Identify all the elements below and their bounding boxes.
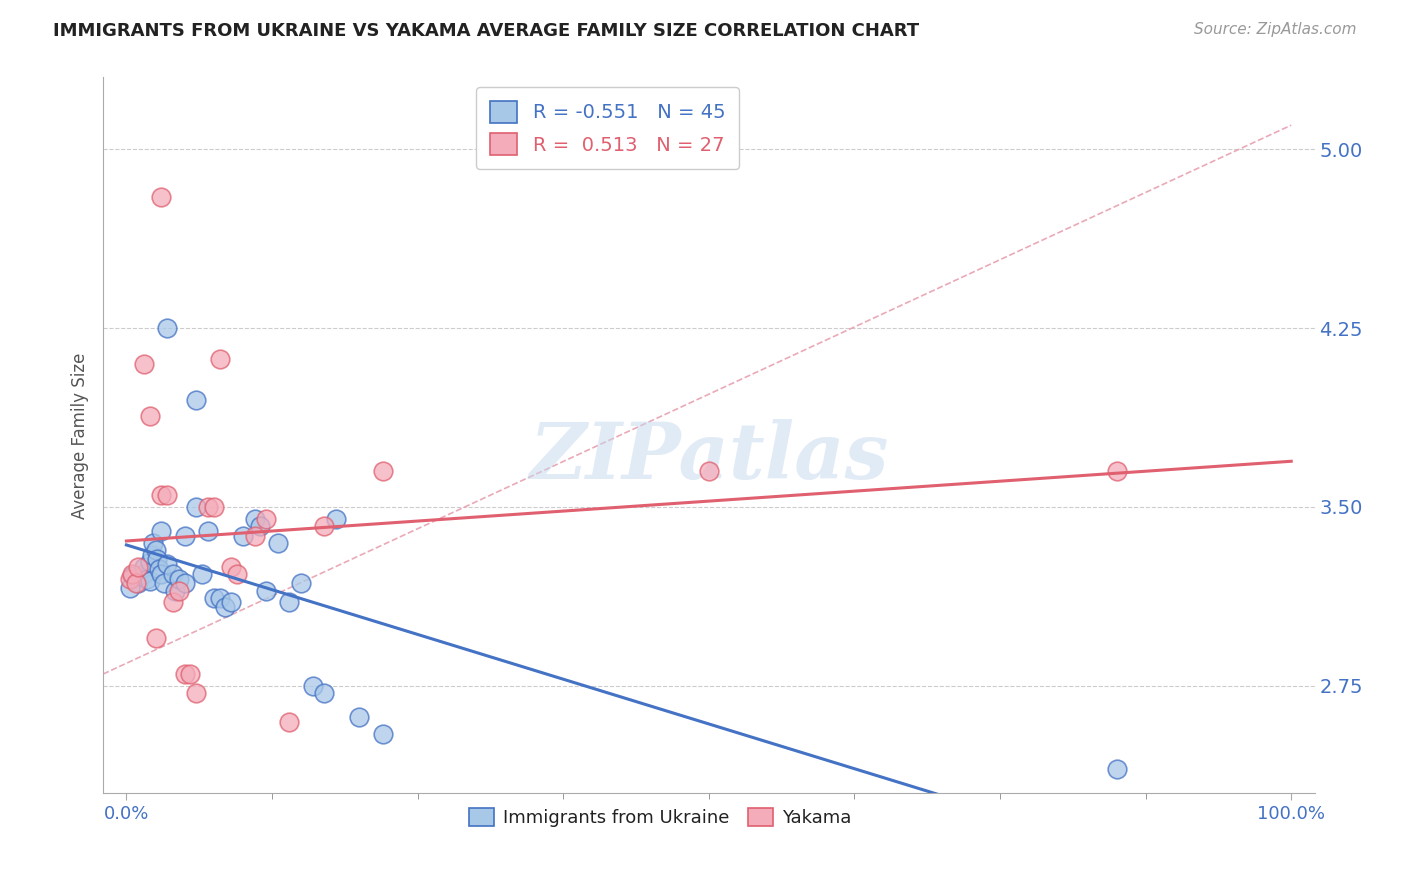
Point [145, 552, 167, 566]
Text: IMMIGRANTS FROM UKRAINE VS YAKAMA AVERAGE FAMILY SIZE CORRELATION CHART: IMMIGRANTS FROM UKRAINE VS YAKAMA AVERAG… [53, 22, 920, 40]
Point [249, 519, 271, 533]
Point [148, 562, 170, 576]
Point [278, 714, 301, 729]
Point [167, 583, 190, 598]
Y-axis label: Average Family Size: Average Family Size [72, 352, 89, 518]
Point [290, 576, 312, 591]
Point [173, 667, 195, 681]
Point [314, 519, 336, 533]
Point [127, 559, 149, 574]
Point [314, 686, 336, 700]
Point [138, 409, 160, 424]
Point [145, 543, 167, 558]
Point [697, 464, 720, 478]
Point [226, 566, 249, 581]
Point [127, 576, 149, 591]
Point [138, 555, 160, 569]
Text: ZIPatlas: ZIPatlas [529, 418, 889, 495]
Point [167, 572, 190, 586]
Point [142, 535, 165, 549]
Legend: Immigrants from Ukraine, Yakama: Immigrants from Ukraine, Yakama [463, 801, 859, 834]
Point [186, 686, 208, 700]
Point [118, 572, 141, 586]
Point [150, 566, 173, 581]
Point [349, 710, 371, 724]
Point [125, 576, 148, 591]
Point [162, 595, 184, 609]
Point [138, 574, 160, 588]
Point [173, 528, 195, 542]
Point [243, 512, 266, 526]
Point [165, 583, 187, 598]
Point [136, 572, 159, 586]
Point [254, 583, 277, 598]
Point [202, 591, 225, 605]
Point [243, 528, 266, 542]
Point [214, 600, 236, 615]
Point [132, 566, 155, 581]
Point [150, 190, 173, 204]
Point [162, 566, 184, 581]
Point [173, 576, 195, 591]
Point [278, 595, 301, 609]
Point [1105, 763, 1128, 777]
Point [156, 558, 179, 572]
Point [301, 679, 323, 693]
Point [697, 810, 720, 824]
Point [145, 632, 167, 646]
Point [208, 591, 231, 605]
Point [186, 500, 208, 514]
Point [208, 352, 231, 367]
Point [150, 524, 173, 538]
Point [156, 488, 179, 502]
Point [150, 488, 173, 502]
Point [371, 464, 394, 478]
Point [197, 500, 219, 514]
Point [179, 667, 201, 681]
Point [132, 357, 155, 371]
Point [152, 576, 174, 591]
Point [267, 535, 290, 549]
Point [254, 512, 277, 526]
Point [219, 559, 242, 574]
Point [202, 500, 225, 514]
Point [325, 512, 347, 526]
Point [1105, 464, 1128, 478]
Point [121, 569, 143, 583]
Point [141, 548, 163, 562]
Point [191, 566, 214, 581]
Point [156, 321, 179, 335]
Point [371, 727, 394, 741]
Point [118, 581, 141, 595]
Point [232, 528, 254, 542]
Point [219, 595, 242, 609]
Point [186, 392, 208, 407]
Point [132, 559, 155, 574]
Point [121, 566, 143, 581]
Text: Source: ZipAtlas.com: Source: ZipAtlas.com [1194, 22, 1357, 37]
Point [197, 524, 219, 538]
